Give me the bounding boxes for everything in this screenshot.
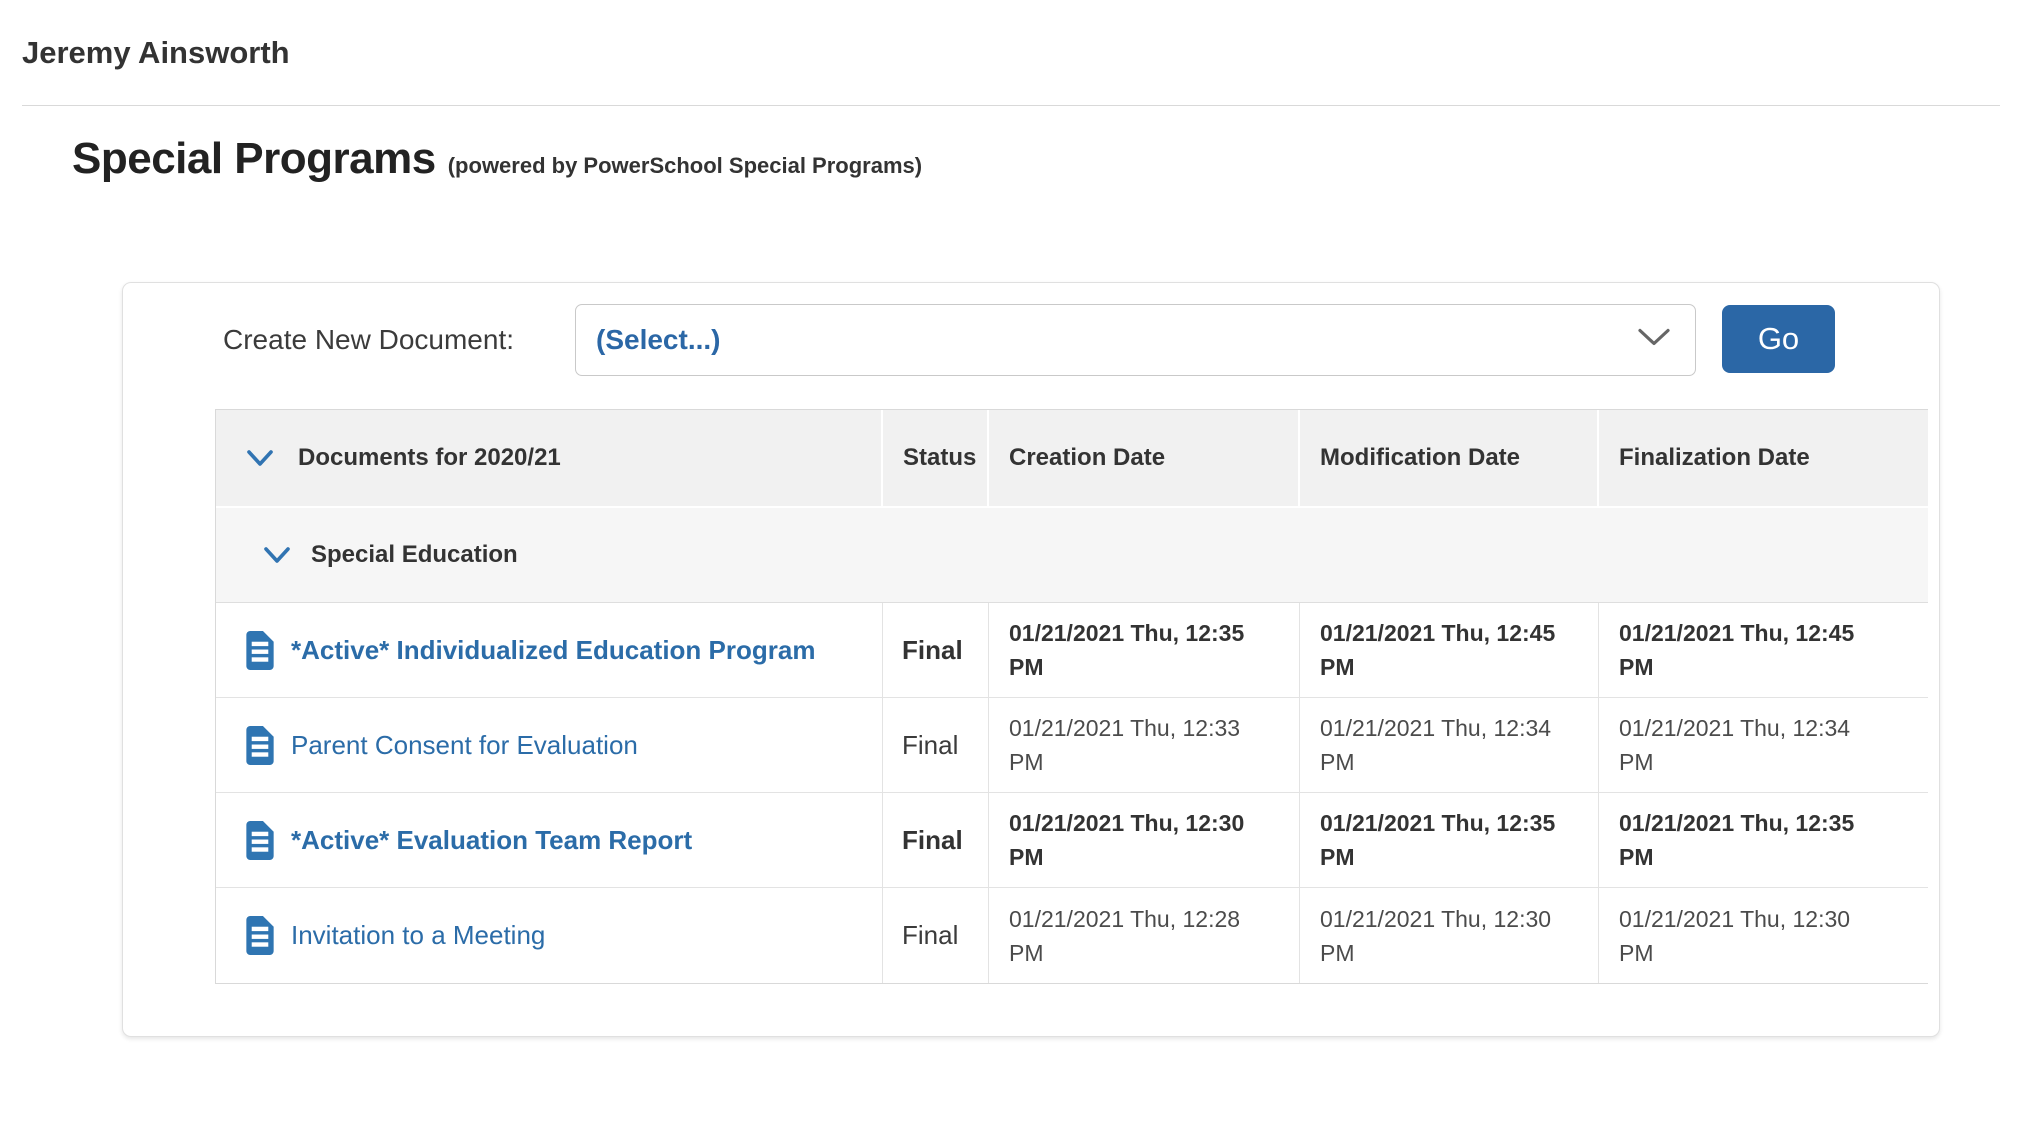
document-title: *Active* Evaluation Team Report — [291, 824, 693, 855]
table-header-row: Documents for 2020/21 Status Creation Da… — [216, 410, 1928, 508]
modification-date-cell: 01/21/2021 Thu, 12:34 PM — [1300, 698, 1599, 793]
section-collapse-chevron-down-icon[interactable] — [263, 546, 291, 565]
document-text-icon — [246, 630, 274, 670]
document-title: Parent Consent for Evaluation — [291, 729, 638, 760]
finalization-date-cell: 01/21/2021 Thu, 12:34 PM — [1599, 698, 1928, 793]
create-document-row: Create New Document: (Select...) Go — [123, 283, 1939, 376]
modification-date-cell: 01/21/2021 Thu, 12:45 PM — [1300, 603, 1599, 698]
document-link[interactable]: *Active* Evaluation Team Report — [216, 820, 882, 860]
page-title-row: Special Programs (powered by PowerSchool… — [72, 134, 1998, 184]
document-type-select[interactable]: (Select...) — [575, 304, 1696, 376]
column-header-finalization-date: Finalization Date — [1599, 410, 1928, 508]
creation-date-cell: 01/21/2021 Thu, 12:28 PM — [989, 888, 1300, 983]
group-header-label: Documents for 2020/21 — [298, 444, 561, 471]
finalization-date-cell: 01/21/2021 Thu, 12:30 PM — [1599, 888, 1928, 983]
column-header-creation-date: Creation Date — [989, 410, 1300, 508]
column-header-status: Status — [883, 410, 989, 508]
status-cell: Final — [883, 888, 989, 983]
document-link[interactable]: Invitation to a Meeting — [216, 916, 882, 955]
special-programs-card: Create New Document: (Select...) Go Doc — [122, 282, 1940, 1037]
creation-date-cell: 01/21/2021 Thu, 12:35 PM — [989, 603, 1300, 698]
status-cell: Final — [883, 698, 989, 793]
top-bar: Jeremy Ainsworth — [22, 0, 2000, 106]
document-title: *Active* Individualized Education Progra… — [291, 634, 816, 665]
select-value: (Select...) — [596, 324, 721, 355]
finalization-date-cell: 01/21/2021 Thu, 12:35 PM — [1599, 793, 1928, 888]
documents-table: Documents for 2020/21 Status Creation Da… — [215, 409, 1928, 984]
column-header-documents: Documents for 2020/21 — [216, 410, 883, 508]
modification-date-cell: 01/21/2021 Thu, 12:30 PM — [1300, 888, 1599, 983]
column-header-modification-date: Modification Date — [1300, 410, 1599, 508]
chevron-down-icon — [1637, 328, 1671, 353]
document-title: Invitation to a Meeting — [291, 920, 546, 950]
document-text-icon — [246, 820, 274, 860]
document-row: Parent Consent for Evaluation Final 01/2… — [216, 698, 1928, 793]
creation-date-cell: 01/21/2021 Thu, 12:30 PM — [989, 793, 1300, 888]
group-collapse-chevron-down-icon[interactable] — [246, 449, 274, 468]
go-button[interactable]: Go — [1722, 305, 1835, 373]
document-text-icon — [246, 916, 274, 955]
create-document-label: Create New Document: — [223, 324, 515, 355]
finalization-date-cell: 01/21/2021 Thu, 12:45 PM — [1599, 603, 1928, 698]
document-row: Invitation to a Meeting Final 01/21/2021… — [216, 888, 1928, 983]
status-cell: Final — [883, 793, 989, 888]
powered-by-label: (powered by PowerSchool Special Programs… — [447, 153, 923, 178]
student-name: Jeremy Ainsworth — [22, 34, 290, 70]
document-link[interactable]: Parent Consent for Evaluation — [216, 725, 882, 765]
creation-date-cell: 01/21/2021 Thu, 12:33 PM — [989, 698, 1300, 793]
document-row: *Active* Evaluation Team Report Final 01… — [216, 793, 1928, 888]
page-title: Special Programs — [72, 134, 436, 183]
document-row: *Active* Individualized Education Progra… — [216, 603, 1928, 698]
document-link[interactable]: *Active* Individualized Education Progra… — [216, 630, 882, 670]
modification-date-cell: 01/21/2021 Thu, 12:35 PM — [1300, 793, 1599, 888]
document-text-icon — [246, 725, 274, 765]
section-row: Special Education — [216, 508, 1928, 603]
section-label: Special Education — [311, 541, 518, 568]
status-cell: Final — [883, 603, 989, 698]
